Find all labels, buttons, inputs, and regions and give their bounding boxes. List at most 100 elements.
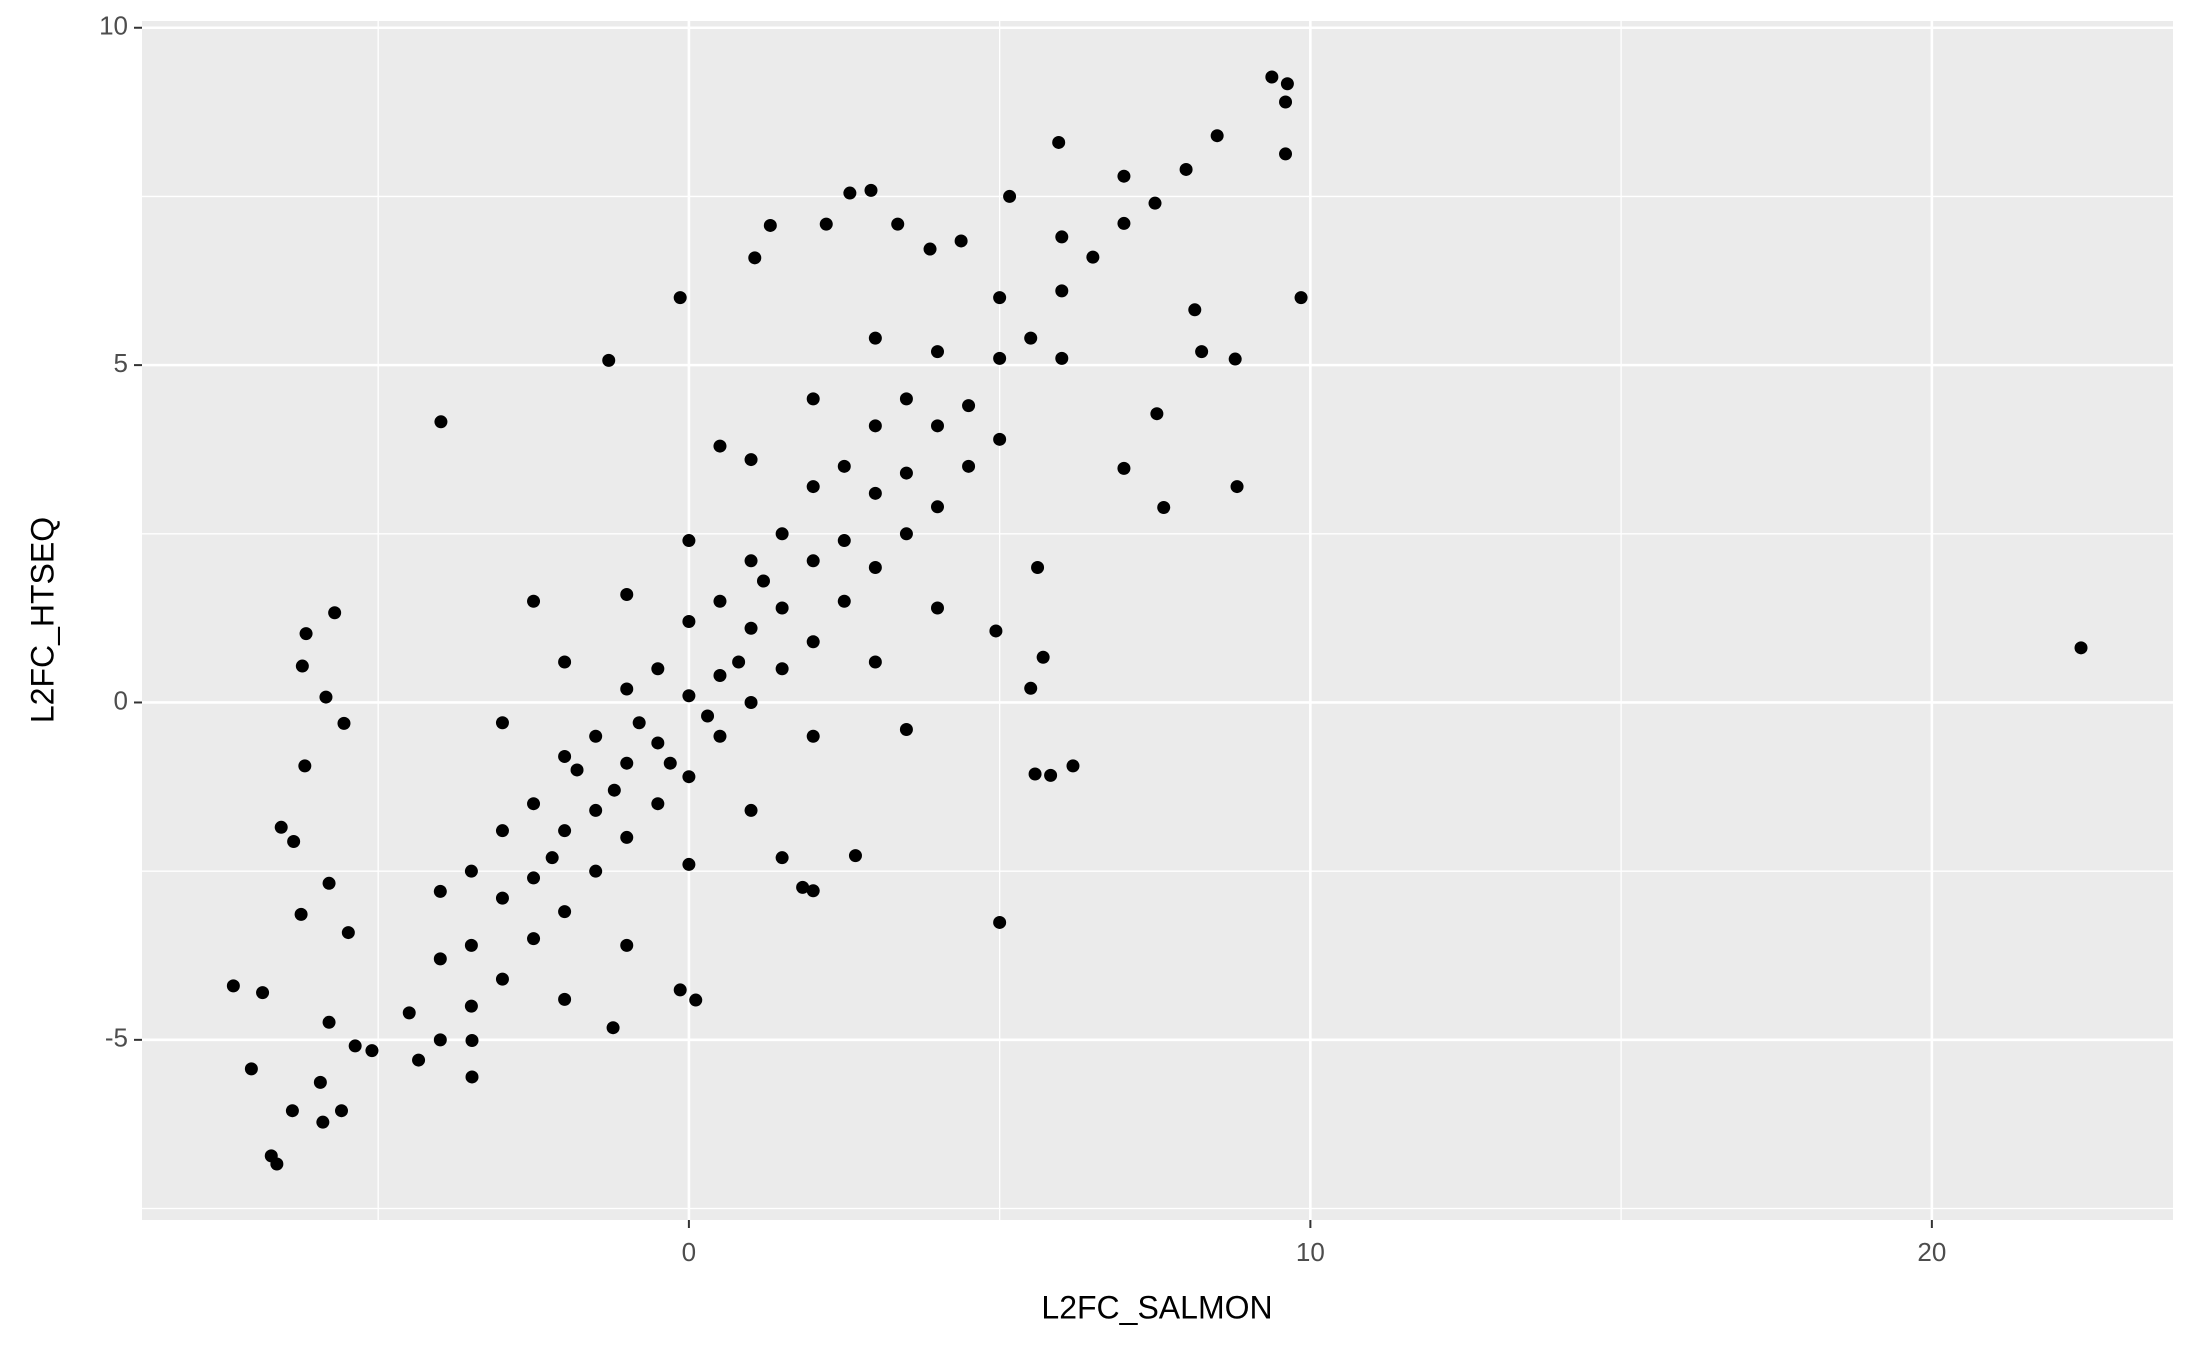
point [433,952,447,966]
point [256,986,270,1000]
point [819,217,833,231]
point [1066,759,1080,773]
point [663,756,677,770]
point [682,857,696,871]
point [322,1015,336,1029]
point [682,689,696,703]
point [316,1115,330,1129]
point [732,655,746,669]
point [796,880,810,894]
point [993,432,1007,446]
point [1117,216,1131,230]
point [930,345,944,359]
point [527,594,541,608]
point [651,736,665,750]
point [651,662,665,676]
x-tick-label: 0 [682,1237,696,1267]
point [270,1157,284,1171]
point [806,729,820,743]
point [1230,480,1244,494]
point [748,251,762,265]
point [434,415,448,429]
point [287,834,301,848]
point [1195,345,1209,359]
point [464,999,478,1013]
point [1031,561,1045,575]
point [495,824,509,838]
point [848,849,862,863]
point [226,979,240,993]
point [620,756,634,770]
point [806,392,820,406]
point [602,353,616,367]
point [313,1075,327,1089]
point [558,992,572,1006]
point [620,588,634,602]
point [868,655,882,669]
point [1279,147,1293,161]
point [589,729,603,743]
point [651,797,665,811]
x-tick-label: 20 [1917,1237,1946,1267]
point [701,709,715,723]
point [899,466,913,480]
point [244,1062,258,1076]
point [334,1104,348,1118]
plot-panel [142,21,2173,1220]
x-axis-title: L2FC_SALMON [1041,1289,1272,1325]
point [962,459,976,473]
point [930,500,944,514]
point [930,419,944,433]
point [930,601,944,615]
point [295,659,309,673]
y-tick-label: 10 [99,11,128,41]
point [682,534,696,548]
point [402,1006,416,1020]
point [744,695,758,709]
point [620,830,634,844]
point [775,601,789,615]
point [1279,95,1293,109]
point [527,932,541,946]
point [1157,500,1171,514]
point [682,615,696,629]
point [899,527,913,541]
point [558,905,572,919]
point [756,574,770,588]
point [744,621,758,635]
x-tick-label: 10 [1296,1237,1325,1267]
point [923,242,937,256]
point [341,926,355,940]
point [1052,135,1066,149]
point [348,1039,362,1053]
point [775,851,789,865]
point [989,624,1003,638]
point [744,803,758,817]
point [763,218,777,232]
point [294,907,308,921]
point [775,662,789,676]
point [495,972,509,986]
point [837,594,851,608]
point [589,803,603,817]
point [1150,407,1164,421]
point [527,871,541,885]
point [433,1033,447,1047]
point [1179,162,1193,176]
point [1294,291,1308,305]
point [1188,303,1202,317]
point [433,884,447,898]
point [322,876,336,890]
point [868,331,882,345]
point [899,392,913,406]
point [620,682,634,696]
point [1055,230,1069,244]
y-tick-label: 0 [114,685,128,715]
point [837,534,851,548]
point [806,635,820,649]
point [1024,331,1038,345]
point [868,419,882,433]
point [620,938,634,952]
point [993,291,1007,305]
point [713,439,727,453]
